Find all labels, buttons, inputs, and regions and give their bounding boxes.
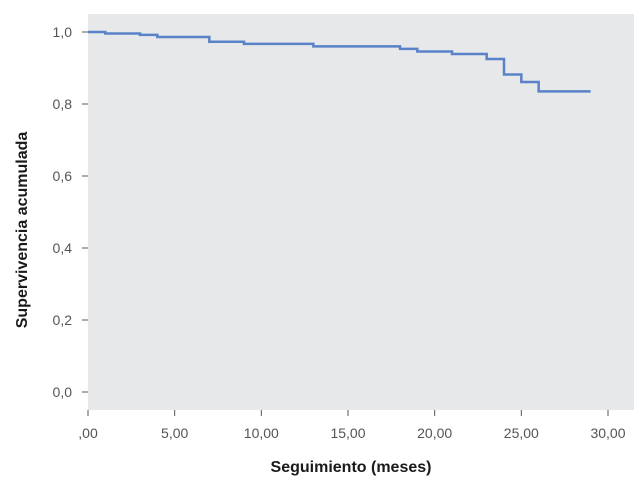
y-tick-label: 0,0 bbox=[53, 384, 73, 400]
y-tick-label: 0,6 bbox=[53, 168, 73, 184]
y-axis-title: Supervivencia acumulada bbox=[14, 132, 31, 329]
x-tick-label: 5,00 bbox=[161, 425, 188, 441]
y-tick-label: 0,2 bbox=[53, 312, 73, 328]
survival-step-line bbox=[88, 30, 591, 93]
y-tick-label: 0,8 bbox=[53, 96, 73, 112]
y-tick-label: 0,4 bbox=[53, 240, 73, 256]
x-axis: ,00 5,00 10,00 15,00 20,00 25,00 30,00 bbox=[78, 410, 626, 441]
y-axis: 0,0 0,2 0,4 0,6 0,8 1,0 bbox=[53, 24, 88, 400]
plot-area bbox=[88, 14, 634, 410]
y-tick-label: 1,0 bbox=[53, 24, 73, 40]
x-tick-label: ,00 bbox=[78, 425, 98, 441]
series-layer bbox=[88, 30, 591, 93]
x-axis-title: Seguimiento (meses) bbox=[271, 459, 432, 476]
x-tick-label: 30,00 bbox=[590, 425, 625, 441]
x-tick-label: 25,00 bbox=[504, 425, 539, 441]
x-tick-label: 10,00 bbox=[244, 425, 279, 441]
x-tick-label: 20,00 bbox=[417, 425, 452, 441]
x-tick-label: 15,00 bbox=[330, 425, 365, 441]
